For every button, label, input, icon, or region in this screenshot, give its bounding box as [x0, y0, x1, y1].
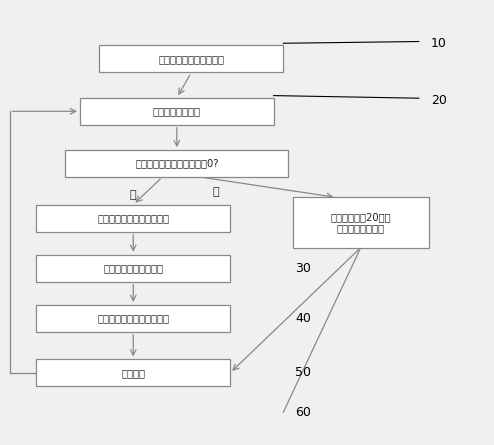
FancyBboxPatch shape	[80, 98, 274, 125]
FancyBboxPatch shape	[37, 305, 230, 332]
Text: 请求行人过街累计数量: 请求行人过街累计数量	[103, 263, 163, 273]
Text: 10: 10	[431, 37, 447, 50]
FancyBboxPatch shape	[37, 205, 230, 232]
Text: 30: 30	[295, 262, 311, 275]
FancyBboxPatch shape	[65, 150, 288, 177]
FancyBboxPatch shape	[37, 255, 230, 282]
Text: 60: 60	[295, 406, 311, 419]
Text: 50: 50	[295, 366, 311, 380]
Text: 请求行人过街进行首先次序: 请求行人过街进行首先次序	[97, 213, 169, 223]
Text: 是: 是	[212, 187, 219, 198]
FancyBboxPatch shape	[99, 45, 283, 73]
Text: 否: 否	[130, 190, 136, 200]
Text: 20: 20	[431, 94, 447, 107]
Text: 行人过街的累计数量是否为0?: 行人过街的累计数量是否为0?	[135, 158, 218, 169]
Text: 请求行人过街进行追贵次序: 请求行人过街进行追贵次序	[97, 313, 169, 324]
Text: 信号处理: 信号处理	[121, 368, 145, 378]
Text: 评估行人过街控制: 评估行人过街控制	[153, 106, 201, 116]
Text: 40: 40	[295, 312, 311, 325]
Text: 采集行人过街的交通信息: 采集行人过街的交通信息	[158, 54, 224, 64]
FancyBboxPatch shape	[293, 198, 428, 247]
FancyBboxPatch shape	[37, 360, 230, 386]
Text: 保留当前步骤20，重
置信号控制状态；: 保留当前步骤20，重 置信号控制状态；	[330, 212, 391, 233]
